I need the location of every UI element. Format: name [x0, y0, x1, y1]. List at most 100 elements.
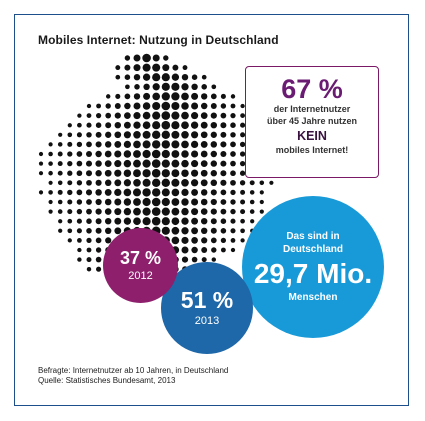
map-dot — [48, 190, 53, 195]
map-dot — [95, 247, 102, 253]
map-dot — [191, 208, 199, 216]
map-dot — [230, 141, 236, 148]
map-dot — [86, 103, 92, 109]
callout-emphasis: KEIN — [297, 129, 327, 143]
map-dot — [67, 141, 73, 147]
map-dot — [171, 82, 180, 91]
map-dot — [210, 170, 217, 177]
map-dot — [96, 103, 102, 109]
footer-source: Quelle: Statistisches Bundesamt, 2013 — [38, 376, 176, 385]
map-dot — [200, 150, 208, 158]
map-dot — [123, 198, 132, 206]
map-dot — [95, 141, 102, 148]
map-dot — [76, 170, 83, 177]
map-dot — [200, 227, 208, 235]
map-dot — [181, 83, 189, 91]
map-dot — [67, 123, 72, 128]
population-bubble: Das sind in Deutschland 29,7 Mio. Mensch… — [242, 196, 384, 338]
map-dot — [210, 150, 217, 158]
map-dot — [105, 112, 112, 119]
map-dot — [259, 190, 264, 195]
population-line-3: Menschen — [288, 292, 338, 303]
map-dot — [48, 142, 53, 147]
map-dot — [210, 208, 217, 215]
map-dot — [86, 122, 92, 128]
map-dot — [230, 151, 236, 157]
map-dot — [57, 170, 63, 176]
map-dot — [201, 257, 207, 263]
map-dot — [76, 160, 83, 167]
map-dot — [161, 188, 170, 197]
map-dot — [76, 180, 83, 186]
map-dot — [57, 209, 63, 214]
map-dot — [67, 151, 73, 157]
map-dot — [57, 180, 63, 186]
map-dot — [181, 111, 189, 120]
map-dot — [230, 179, 236, 186]
map-dot — [200, 131, 208, 139]
map-dot — [67, 199, 73, 205]
map-dot — [240, 199, 246, 205]
map-dot — [161, 226, 170, 235]
map-dot — [220, 170, 227, 177]
map-dot — [115, 74, 121, 80]
map-dot — [171, 101, 180, 111]
map-dot — [220, 228, 227, 234]
map-dot — [114, 217, 122, 225]
map-dot — [104, 227, 112, 235]
map-dot — [191, 256, 198, 263]
map-dot — [38, 151, 44, 157]
map-dot — [240, 122, 246, 128]
map-dot — [105, 131, 112, 138]
map-dot — [114, 169, 122, 177]
map-dot — [220, 237, 227, 244]
map-dot — [95, 160, 102, 167]
map-dot — [230, 199, 236, 205]
map-dot — [123, 207, 132, 216]
map-dot — [151, 149, 161, 159]
map-dot — [114, 121, 122, 129]
map-dot — [191, 131, 199, 139]
map-dot — [77, 257, 82, 262]
map-dot — [133, 112, 141, 120]
map-dot — [171, 226, 180, 235]
map-dot — [96, 266, 102, 272]
map-dot — [230, 247, 236, 253]
map-dot — [220, 150, 227, 158]
map-dot — [220, 208, 227, 215]
map-dot — [104, 150, 112, 158]
map-dot — [181, 207, 189, 216]
map-dot — [171, 150, 180, 158]
map-dot — [200, 140, 208, 148]
map-dot — [151, 178, 161, 188]
map-dot — [171, 169, 180, 178]
map-dot — [201, 237, 208, 244]
map-dot — [171, 159, 180, 168]
map-dot — [133, 198, 141, 206]
map-dot — [240, 209, 246, 215]
map-dot — [77, 238, 82, 243]
map-dot — [210, 112, 217, 119]
map-dot — [171, 121, 180, 130]
map-dot — [133, 217, 141, 226]
population-value: 29,7 Mio. — [253, 258, 373, 289]
map-dot — [230, 238, 236, 243]
map-dot — [220, 103, 227, 109]
map-dot — [200, 121, 208, 129]
map-dot — [161, 159, 170, 168]
map-dot — [210, 93, 217, 100]
map-dot — [259, 180, 265, 186]
map-dot — [133, 140, 141, 149]
map-dot — [114, 150, 122, 158]
map-dot — [191, 246, 198, 254]
map-dot — [123, 169, 132, 177]
map-dot — [95, 122, 102, 128]
map-dot — [220, 199, 227, 205]
map-dot — [161, 140, 171, 149]
map-dot — [240, 189, 246, 195]
map-dot — [142, 178, 151, 187]
map-dot — [152, 101, 161, 111]
map-dot — [171, 140, 180, 149]
map-dot — [181, 159, 189, 168]
